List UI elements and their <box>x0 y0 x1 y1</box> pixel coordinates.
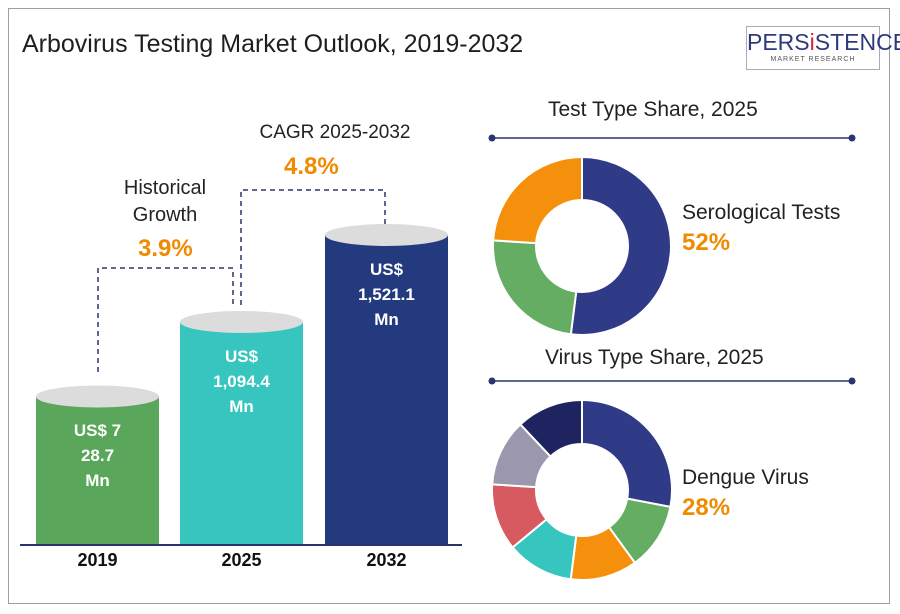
bar-value-line: Mn <box>229 396 254 416</box>
bar-2019 <box>36 396 159 545</box>
cagr-connector <box>240 189 386 305</box>
x-tick-label: 2019 <box>77 550 118 570</box>
bar-value-line: US$ <box>369 260 404 279</box>
x-tick-label: 2032 <box>366 550 407 570</box>
bar-top-2032 <box>325 224 448 246</box>
frame-border <box>8 8 890 604</box>
persistence-logo: PERSiSTENCE MARKET RESEARCH <box>746 26 900 70</box>
test-type-divider-dot-right <box>848 134 856 142</box>
virus-type-title: Virus Type Share, 2025 <box>545 346 764 369</box>
virus-type-slice-0 <box>581 398 673 509</box>
test-type-slice-1 <box>492 239 578 336</box>
bar-value-line: 28.7 <box>80 446 115 466</box>
dengue-label: Dengue Virus <box>682 466 809 489</box>
historical-label-2: Growth <box>132 204 198 226</box>
cagr-value: 4.8% <box>284 153 339 180</box>
bar-value-line: US$ 7 <box>73 421 122 441</box>
historical-value: 3.9% <box>138 235 193 262</box>
historical-connector <box>97 267 234 372</box>
bar-value-line: Mn <box>374 310 399 329</box>
bar-top-2025 <box>180 310 303 333</box>
serological-label: Serological Tests <box>682 201 841 224</box>
virus-type-slice-6 <box>518 398 583 458</box>
bar-value-label: US$ 7 28.7 Mn <box>36 418 159 493</box>
historical-label-1: Historical <box>123 177 207 199</box>
test-type-slice-2 <box>492 155 583 245</box>
test-type-slice-0 <box>569 155 672 336</box>
page-title: Arbovirus Testing Market Outlook, 2019-2… <box>22 30 524 58</box>
serological-value: 52% <box>682 229 731 256</box>
dengue-value: 28% <box>682 494 731 521</box>
bar-value-label: US$ 1,094.4 Mn <box>180 344 303 419</box>
cagr-label: CAGR 2025-2032 <box>259 122 411 143</box>
bar-2032 <box>325 235 448 545</box>
test-type-divider-dot-left <box>488 134 496 142</box>
bar-value-line: 1,521.1 <box>358 285 415 304</box>
bar-value-line: 1,094.4 <box>213 371 270 391</box>
x-tick-label: 2025 <box>221 550 262 570</box>
bar-value-line: US$ <box>224 346 259 366</box>
bar-value-label: US$ 1,521.1 Mn <box>325 257 448 332</box>
bar-value-line: Mn <box>85 471 110 491</box>
bar-top-2019 <box>36 385 159 408</box>
test-type-title: Test Type Share, 2025 <box>548 98 758 121</box>
virus-type-divider-dot-right <box>848 377 856 385</box>
virus-type-divider-dot-left <box>488 377 496 385</box>
bar-2025 <box>180 321 303 545</box>
